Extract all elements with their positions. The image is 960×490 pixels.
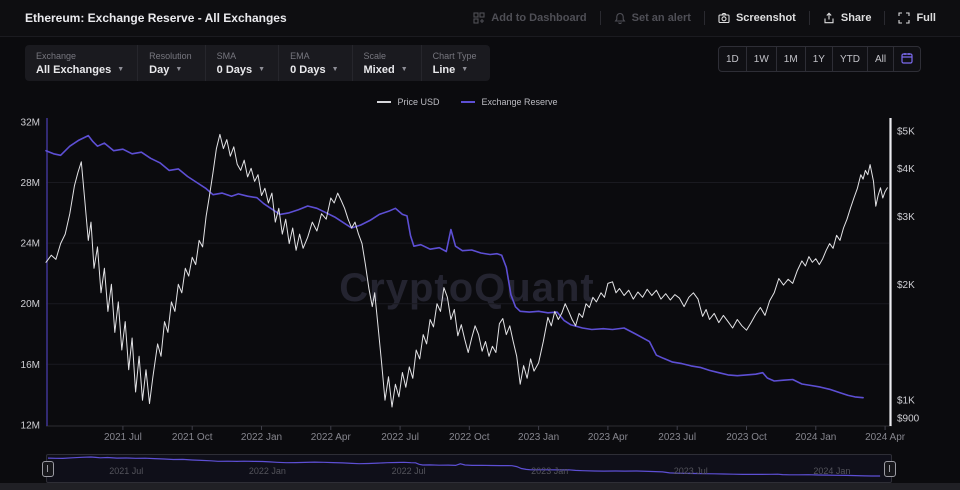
legend-swatch-price-usd: [377, 101, 392, 103]
exchange-dropdown-label: Exchange: [36, 50, 77, 61]
chart-settings-toolbar: Exchange All Exchanges ▼ Resolution Day ▼ …: [25, 45, 490, 81]
calendar-icon: [901, 52, 913, 67]
divider: [703, 11, 705, 25]
range-button-ytd[interactable]: YTD: [831, 47, 867, 71]
chevron-down-icon: ▼: [400, 66, 408, 73]
legend-item-exchange-reserve[interactable]: Exchange Reserve: [461, 97, 558, 107]
legend-label-price-usd: Price USD: [397, 97, 440, 107]
exchange-dropdown[interactable]: Exchange All Exchanges ▼: [25, 45, 137, 81]
screenshot-button[interactable]: Screenshot: [718, 12, 796, 24]
x-tick-label: 2022 Jul: [381, 432, 419, 443]
x-tick-label: 2023 Oct: [726, 432, 767, 443]
chart-type-dropdown-label: Chart Type: [432, 50, 477, 61]
x-tick-label: 2023 Jan: [518, 432, 559, 443]
navigator-track[interactable]: [46, 454, 892, 483]
range-button-1w[interactable]: 1W: [745, 47, 776, 71]
right-axis-tick-label: $2K: [897, 280, 915, 291]
left-axis-tick-label: 24M: [21, 239, 40, 250]
ema-dropdown[interactable]: EMA 0 Days ▼: [278, 45, 351, 81]
share-label: Share: [840, 12, 872, 24]
left-axis-tick-label: 16M: [21, 360, 40, 371]
sma-dropdown-label: SMA: [216, 50, 237, 61]
left-axis-tick-label: 12M: [21, 420, 40, 431]
set-alert-button[interactable]: Set an alert: [614, 12, 691, 24]
legend-item-price-usd[interactable]: Price USD: [377, 97, 439, 107]
navigator-right-handle[interactable]: [884, 461, 896, 477]
scale-dropdown[interactable]: Scale Mixed ▼: [351, 45, 421, 81]
calendar-button[interactable]: [893, 47, 920, 71]
time-range-selector: 1D 1W 1M 1Y YTD All: [718, 46, 922, 72]
right-axis-tick-label: $900: [897, 413, 920, 424]
range-button-1y[interactable]: 1Y: [804, 47, 832, 71]
x-tick-label: 2022 Oct: [449, 432, 490, 443]
chart-legend: Price USD Exchange Reserve: [46, 97, 889, 107]
divider: [884, 11, 886, 25]
page-title: Ethereum: Exchange Reserve - All Exchang…: [25, 11, 287, 25]
titlebar: Ethereum: Exchange Reserve - All Exchang…: [0, 0, 960, 37]
x-tick-label: 2023 Jul: [658, 432, 696, 443]
navigator-left-handle[interactable]: [42, 461, 54, 477]
resolution-dropdown-label: Resolution: [149, 50, 192, 61]
x-tick-label: 2022 Apr: [311, 432, 352, 443]
chevron-down-icon: ▼: [258, 66, 266, 73]
resolution-dropdown-value: Day: [149, 63, 170, 76]
header-actions: Add to Dashboard Set an alert Screenshot…: [473, 0, 936, 36]
right-axis-tick-label: $3K: [897, 212, 915, 223]
set-alert-label: Set an alert: [631, 12, 691, 24]
sma-dropdown-value: 0 Days: [216, 63, 253, 76]
resolution-dropdown[interactable]: Resolution Day ▼: [137, 45, 205, 81]
right-axis-tick-label: $1K: [897, 396, 915, 407]
legend-swatch-exchange-reserve: [461, 101, 476, 103]
range-button-1d[interactable]: 1D: [726, 53, 739, 65]
scale-dropdown-value: Mixed: [363, 63, 395, 76]
x-tick-label: 2021 Jul: [104, 432, 142, 443]
x-tick-label: 2022 Jan: [241, 432, 282, 443]
chart-plot-area[interactable]: [46, 118, 889, 426]
bell-icon: [614, 12, 626, 24]
exchange-dropdown-value: All Exchanges: [36, 63, 112, 76]
fullscreen-label: Full: [916, 12, 936, 24]
chevron-down-icon: ▼: [117, 66, 125, 73]
dashboard-icon: [473, 12, 485, 24]
fullscreen-button[interactable]: Full: [898, 12, 936, 24]
divider: [599, 11, 601, 25]
add-to-dashboard-button[interactable]: Add to Dashboard: [473, 12, 587, 24]
expand-icon: [898, 12, 910, 24]
left-axis-tick-label: 28M: [21, 178, 40, 189]
ema-dropdown-label: EMA: [290, 50, 310, 61]
x-tick-label: 2024 Jan: [795, 432, 836, 443]
x-tick-label: 2024 Apr: [865, 432, 906, 443]
sma-dropdown[interactable]: SMA 0 Days ▼: [204, 45, 278, 81]
left-axis-tick-label: 32M: [21, 117, 40, 128]
share-icon: [823, 12, 835, 24]
window-bottom-edge: [0, 483, 960, 490]
camera-icon: [718, 12, 730, 24]
divider: [808, 11, 810, 25]
chart-type-dropdown[interactable]: Chart Type Line ▼: [420, 45, 490, 81]
range-button-1m[interactable]: 1M: [775, 47, 805, 71]
share-button[interactable]: Share: [823, 12, 872, 24]
chevron-down-icon: ▼: [175, 66, 183, 73]
ema-dropdown-value: 0 Days: [290, 63, 326, 76]
left-axis-tick-label: 20M: [21, 299, 40, 310]
right-axis-tick-label: $4K: [897, 164, 915, 175]
x-tick-label: 2021 Oct: [172, 432, 213, 443]
chevron-down-icon: ▼: [461, 66, 469, 73]
x-tick-label: 2023 Apr: [588, 432, 629, 443]
chevron-down-icon: ▼: [331, 66, 339, 73]
legend-label-exchange-reserve: Exchange Reserve: [481, 97, 558, 107]
screenshot-label: Screenshot: [735, 12, 796, 24]
add-to-dashboard-label: Add to Dashboard: [491, 12, 587, 24]
right-axis-tick-label: $5K: [897, 127, 915, 138]
chart-type-dropdown-value: Line: [432, 63, 456, 76]
scale-dropdown-label: Scale: [363, 50, 387, 61]
range-button-all[interactable]: All: [866, 47, 893, 71]
